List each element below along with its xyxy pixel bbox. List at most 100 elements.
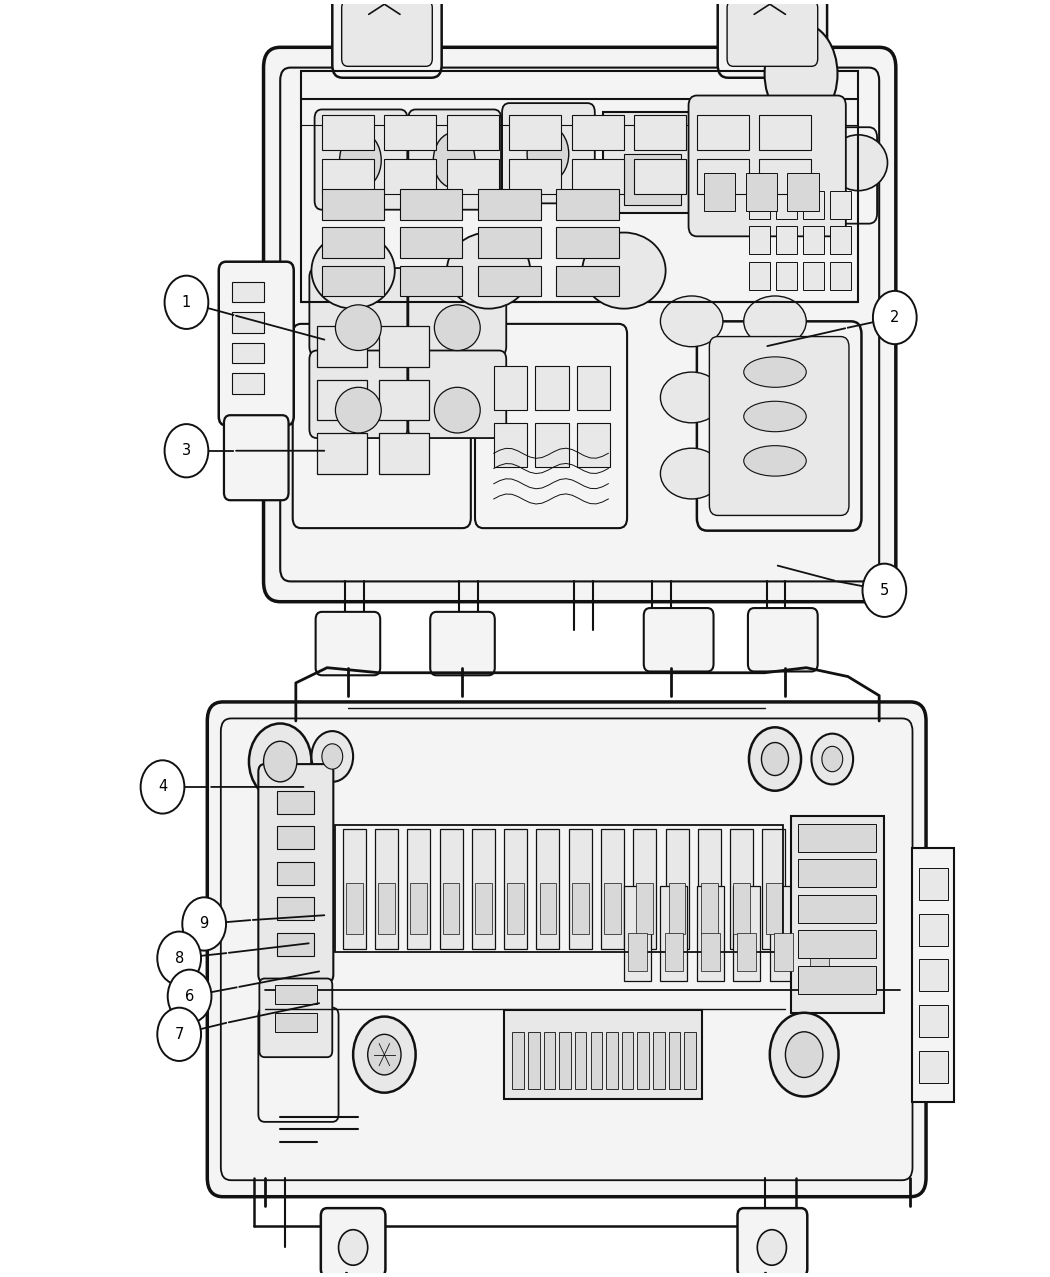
FancyBboxPatch shape [710,337,849,516]
Bar [379,327,429,366]
Ellipse shape [339,133,381,188]
Bar [277,826,314,849]
Bar [601,829,624,949]
Bar [578,365,610,410]
Ellipse shape [764,23,838,125]
Bar [375,829,398,949]
Bar [919,868,948,900]
Bar [475,884,491,933]
Circle shape [183,898,226,950]
Circle shape [862,563,906,617]
Text: 3: 3 [182,443,191,458]
Ellipse shape [743,296,806,347]
Bar [798,824,876,852]
FancyBboxPatch shape [310,268,407,355]
Circle shape [322,743,342,769]
Bar [831,226,852,254]
FancyBboxPatch shape [341,0,433,66]
Bar [776,226,797,254]
Bar [317,379,366,420]
Bar [232,344,264,363]
FancyBboxPatch shape [727,0,818,66]
Bar [606,1032,617,1089]
Bar [556,227,618,258]
Text: 4: 4 [158,779,167,794]
Circle shape [249,724,312,799]
FancyBboxPatch shape [408,268,506,355]
Text: 9: 9 [200,917,209,931]
Circle shape [312,732,353,782]
Bar [912,848,954,1102]
Bar [669,1032,680,1089]
FancyBboxPatch shape [259,978,332,1057]
FancyBboxPatch shape [258,764,333,982]
Bar [322,227,384,258]
Bar [697,115,749,151]
Circle shape [368,1034,401,1075]
FancyBboxPatch shape [224,415,289,501]
Bar [749,262,770,290]
Bar [345,884,362,933]
Text: 6: 6 [185,988,194,1004]
Circle shape [749,728,801,790]
Bar [379,433,429,474]
Ellipse shape [660,296,722,347]
Bar [774,932,793,971]
Text: 1: 1 [182,295,191,310]
Bar [277,790,314,813]
Ellipse shape [743,401,806,432]
Bar [622,1032,633,1089]
Bar [575,1032,587,1089]
FancyBboxPatch shape [718,0,827,78]
Bar [379,379,429,420]
Bar [919,914,948,945]
FancyBboxPatch shape [430,612,495,676]
Bar [512,1032,524,1089]
FancyBboxPatch shape [293,324,470,529]
Bar [733,886,760,981]
Bar [730,829,753,949]
Text: 5: 5 [880,582,889,598]
Circle shape [757,1230,786,1266]
Bar [443,884,460,933]
Circle shape [785,1032,823,1078]
Ellipse shape [743,356,806,387]
Bar [701,884,718,933]
Bar [637,1032,649,1089]
Bar [411,884,427,933]
Bar [685,1032,696,1089]
Ellipse shape [777,135,836,190]
Bar [572,158,624,194]
Bar [494,365,527,410]
Bar [544,1032,555,1089]
Bar [507,884,524,933]
Bar [494,423,527,467]
FancyBboxPatch shape [740,128,877,223]
Circle shape [158,931,201,985]
Bar [509,115,562,151]
Circle shape [353,1016,416,1093]
Ellipse shape [335,387,381,433]
FancyBboxPatch shape [332,0,442,78]
Bar [277,862,314,885]
Bar [528,1032,540,1089]
Bar [831,262,852,290]
FancyBboxPatch shape [264,47,896,601]
Circle shape [165,276,208,329]
Ellipse shape [743,372,806,423]
Bar [400,266,462,296]
FancyBboxPatch shape [475,324,627,529]
Bar [634,158,687,194]
Bar [798,965,876,994]
Bar [624,886,651,981]
Bar [628,932,647,971]
Bar [440,829,462,949]
Bar [749,190,770,218]
Bar [919,959,948,991]
Bar [384,115,437,151]
Bar [798,930,876,958]
Bar [504,829,527,949]
Bar [317,433,366,474]
Bar [660,886,688,981]
Bar [275,1013,317,1032]
